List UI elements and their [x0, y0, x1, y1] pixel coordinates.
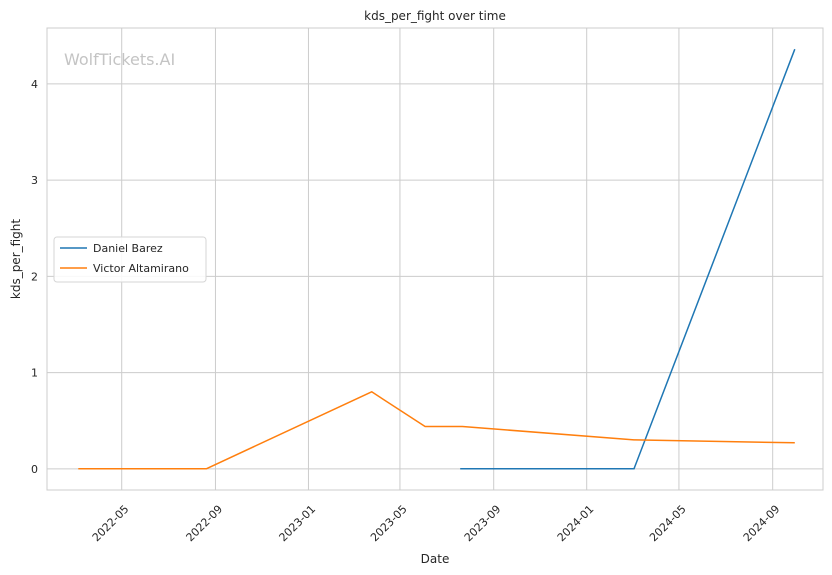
y-tick-label: 0 [31, 463, 38, 476]
y-tick-label: 4 [31, 78, 38, 91]
series-line-victor-altamirano [78, 391, 795, 470]
x-axis-title: Date [421, 552, 450, 566]
series-line-daniel-barez [460, 48, 796, 470]
y-axis-title: kds_per_fight [9, 219, 23, 300]
legend-label-daniel-barez: Daniel Barez [93, 242, 163, 255]
legend-label-victor-altamirano: Victor Altamirano [93, 262, 189, 275]
y-tick-label: 2 [31, 270, 38, 283]
legend-box [53, 236, 207, 283]
watermark: WolfTickets.AI [64, 50, 175, 69]
series-group [78, 48, 796, 470]
chart-title: kds_per_fight over time [364, 9, 506, 23]
legend: Daniel Barez Victor Altamirano [53, 236, 207, 283]
y-tick-labels: 0 1 2 3 4 [31, 78, 38, 476]
y-tick-label: 3 [31, 174, 38, 187]
y-tick-label: 1 [31, 367, 38, 380]
plot-frame [46, 27, 824, 491]
